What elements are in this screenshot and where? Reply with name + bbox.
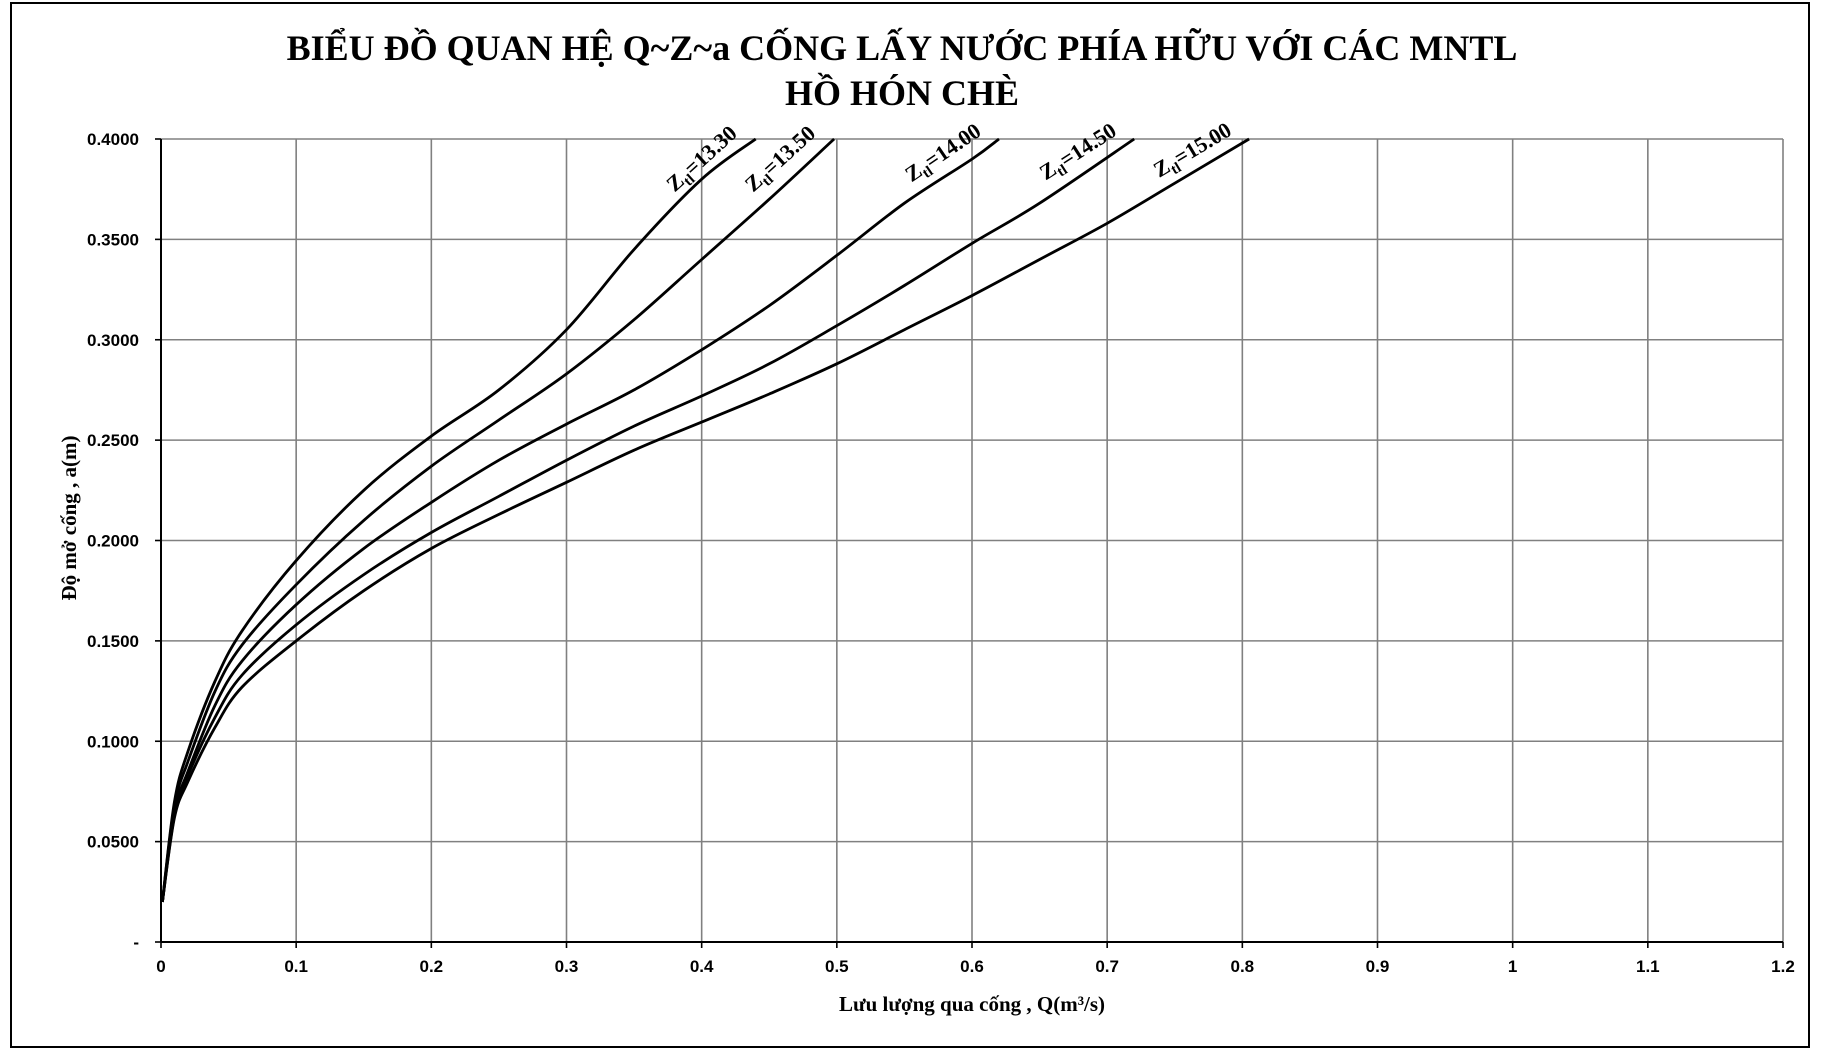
x-tick-label: 0.9: [1366, 957, 1390, 976]
series-label-1: Ztl=13.30: [661, 120, 744, 199]
y-tick-label: 0.3000: [87, 331, 139, 350]
x-tick-label: 1.1: [1636, 957, 1660, 976]
y-axis-title: Độ mở cống , a(m): [57, 435, 81, 600]
x-tick-label: 0: [156, 957, 165, 976]
x-tick-labels: 0 0.1 0.2 0.3 0.4 0.5 0.6 0.7 0.8 0.9 1 1.1 1.2: [156, 957, 1795, 976]
series-curves: [161, 137, 1250, 903]
y-tick-label: 0.1000: [87, 732, 139, 751]
y-tick-label: -: [133, 933, 139, 952]
x-axis-title: Lưu lượng qua cống , Q(m³/s): [839, 992, 1105, 1016]
chart-frame: BIỂU ĐỒ QUAN HỆ Q~Z~a CỐNG LẤY NƯỚC PHÍA…: [10, 2, 1810, 1048]
series-line-1: [161, 137, 757, 903]
series-label-5: Ztl=15.00: [1149, 117, 1238, 186]
grid-lines: [161, 138, 1784, 942]
y-tick-label: 0.2500: [87, 431, 139, 450]
x-tick-label: 0.2: [420, 957, 444, 976]
x-tick-label: 0.6: [960, 957, 984, 976]
x-tick-label: 0.4: [690, 957, 714, 976]
chart-title-line-2: HỒ HÓN CHÈ: [784, 73, 1020, 113]
x-tick-label: 1: [1508, 957, 1517, 976]
x-tick-label: 0.3: [555, 957, 579, 976]
x-tick-label: 0.7: [1095, 957, 1119, 976]
series-label-3: Ztl=14.00: [900, 118, 987, 190]
axes: [155, 138, 1784, 948]
y-tick-label: 0.3500: [87, 230, 139, 249]
y-tick-label: 0.4000: [87, 130, 139, 149]
series-line-3: [161, 137, 1000, 903]
x-tick-label: 1.2: [1771, 957, 1795, 976]
chart-title: BIỂU ĐỒ QUAN HỆ Q~Z~a CỐNG LẤY NƯỚC PHÍA…: [12, 26, 1792, 116]
x-tick-label: 0.8: [1231, 957, 1255, 976]
chart-title-line-1: BIỂU ĐỒ QUAN HỆ Q~Z~a CỐNG LẤY NƯỚC PHÍA…: [286, 28, 1518, 68]
y-tick-labels: - 0.0500 0.1000 0.1500 0.2000 0.2500 0.3000 0.3…: [87, 130, 139, 952]
series-line-4: [161, 137, 1135, 903]
y-tick-label: 0.0500: [87, 833, 139, 852]
y-tick-label: 0.1500: [87, 632, 139, 651]
y-tick-label: 0.2000: [87, 532, 139, 551]
x-tick-label: 0.1: [284, 957, 308, 976]
x-tick-label: 0.5: [825, 957, 849, 976]
series-line-2: [161, 137, 836, 903]
series-line-5: [161, 137, 1250, 903]
